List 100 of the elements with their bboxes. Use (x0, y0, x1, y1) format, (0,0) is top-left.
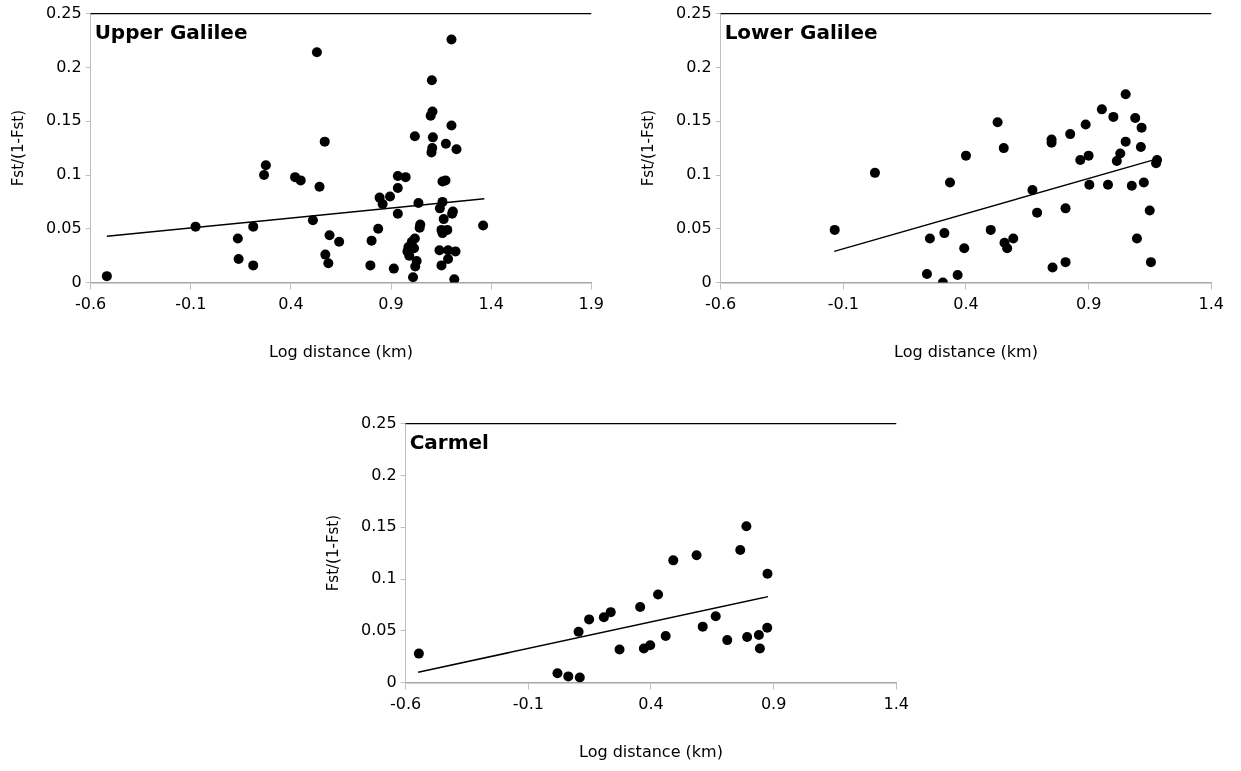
point (1115, 148, 1126, 159)
point (722, 635, 733, 646)
point (1096, 104, 1107, 115)
point (645, 640, 656, 651)
point (1084, 179, 1095, 190)
point (697, 621, 708, 632)
chart-title: Upper Galilee (94, 19, 248, 44)
x-tick-label: 0.4 (278, 294, 304, 314)
point (1083, 150, 1094, 161)
point (653, 589, 664, 600)
point (1008, 233, 1019, 244)
y-tick-label: 0.25 (361, 412, 397, 432)
y-tick-label: 0.15 (361, 516, 397, 536)
point (598, 612, 609, 623)
point (998, 143, 1009, 154)
point (573, 626, 584, 637)
point (985, 224, 996, 235)
point (1126, 180, 1137, 191)
y-tick-label: 0.1 (56, 164, 82, 184)
point (1136, 122, 1147, 133)
y-tick-label: 0.2 (56, 56, 82, 76)
x-tick-label: 0.9 (1075, 294, 1102, 314)
point (754, 643, 765, 654)
point (945, 177, 956, 188)
y-tick-label: 0 (71, 271, 82, 291)
point (1032, 207, 1043, 218)
x-tick-label: -0.1 (827, 294, 859, 314)
point (1060, 203, 1071, 214)
point (1002, 243, 1013, 254)
y-axis-title: Fst/(1-Fst) (638, 109, 657, 187)
y-axis-title: Fst/(1-Fst) (323, 514, 342, 592)
point (762, 568, 773, 579)
x-tick-label: 1.9 (578, 294, 604, 314)
point (1108, 111, 1119, 122)
point (952, 270, 963, 281)
point (691, 550, 702, 561)
x-axis-title: Log distance (km) (579, 741, 723, 761)
point (1120, 136, 1131, 147)
point (1138, 177, 1149, 188)
y-tick-label: 0 (386, 671, 397, 691)
y-tick-label: 0 (701, 271, 712, 291)
x-tick-label: -0.6 (705, 294, 737, 314)
x-tick-label: 1.4 (883, 694, 909, 714)
x-axis-title: Log distance (km) (894, 341, 1038, 361)
x-tick-label: 1.4 (1198, 294, 1224, 314)
x-tick-label: -0.6 (75, 294, 107, 314)
point (742, 632, 753, 643)
point (1060, 257, 1071, 268)
point (829, 224, 840, 235)
y-tick-label: 0.1 (686, 164, 712, 184)
point (1111, 156, 1122, 167)
point (574, 672, 585, 683)
y-tick-label: 0.05 (46, 217, 82, 237)
chart-title: Lower Galilee (724, 19, 878, 44)
point (1075, 154, 1086, 165)
point (735, 544, 746, 555)
x-axis-title: Log distance (km) (269, 341, 413, 361)
point (1144, 205, 1155, 216)
chart-title: Carmel (409, 429, 489, 454)
y-tick-label: 0.15 (676, 110, 712, 130)
x-tick-label: -0.1 (512, 694, 544, 714)
x-tick-label: 0.9 (760, 694, 787, 714)
point (710, 611, 721, 622)
x-tick-label: 0.9 (378, 294, 404, 314)
point (668, 555, 679, 566)
point (1080, 119, 1091, 130)
point (614, 644, 625, 655)
point (584, 614, 595, 625)
point (660, 630, 671, 641)
point (1130, 112, 1141, 123)
point (939, 228, 950, 239)
point (869, 167, 880, 178)
y-tick-label: 0.2 (686, 56, 712, 76)
point (762, 622, 773, 633)
point (1102, 179, 1113, 190)
point (741, 521, 752, 532)
point (753, 629, 764, 640)
y-tick-label: 0.05 (361, 619, 397, 639)
y-tick-label: 0.25 (676, 2, 712, 22)
point (413, 648, 424, 659)
y-tick-label: 0.05 (676, 217, 712, 237)
x-tick-label: 0.4 (638, 694, 664, 714)
point (1131, 233, 1142, 244)
x-tick-label: 1.4 (478, 294, 504, 314)
y-tick-label: 0.1 (371, 568, 397, 588)
point (959, 243, 970, 254)
point (992, 117, 1003, 128)
point (605, 607, 616, 618)
point (1135, 142, 1146, 153)
point (1120, 89, 1131, 100)
point (552, 668, 563, 679)
point (960, 150, 971, 161)
x-tick-label: -0.6 (390, 694, 422, 714)
x-tick-label: -0.1 (175, 294, 207, 314)
y-tick-label: 0.2 (371, 464, 397, 484)
y-tick-label: 0.15 (46, 110, 82, 130)
x-tick-label: 0.4 (953, 294, 979, 314)
y-axis-title: Fst/(1-Fst) (8, 109, 27, 187)
point (1145, 257, 1156, 268)
y-tick-label: 0.25 (46, 2, 82, 22)
